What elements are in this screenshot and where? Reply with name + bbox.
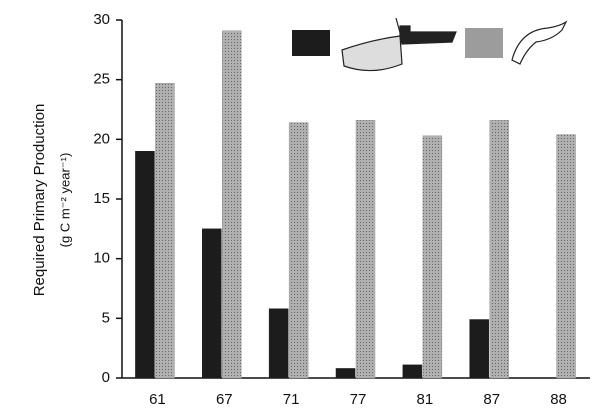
bar bbox=[557, 135, 576, 378]
x-tick-label: 88 bbox=[550, 391, 567, 408]
y-tick-label: 0 bbox=[102, 369, 110, 386]
legend-swatch bbox=[292, 30, 330, 56]
legend-icon-fishing bbox=[342, 18, 456, 71]
y-axis-unit: (g C m⁻² year⁻¹) bbox=[57, 153, 72, 248]
bar bbox=[490, 120, 509, 378]
bar bbox=[336, 368, 355, 378]
bar bbox=[135, 151, 154, 378]
bar bbox=[222, 31, 241, 378]
y-tick-label: 5 bbox=[102, 309, 110, 326]
x-tick-label: 77 bbox=[350, 391, 367, 408]
bar bbox=[269, 309, 288, 378]
y-tick-label: 30 bbox=[93, 11, 110, 28]
x-tick-label: 87 bbox=[483, 391, 500, 408]
legend-swatch bbox=[465, 28, 503, 58]
y-tick-label: 25 bbox=[93, 71, 110, 88]
y-tick-label: 10 bbox=[93, 250, 110, 267]
bar bbox=[470, 320, 489, 378]
y-tick-label: 20 bbox=[93, 130, 110, 147]
bar bbox=[403, 365, 422, 378]
bar bbox=[289, 123, 308, 378]
legend bbox=[292, 18, 566, 71]
x-tick-label: 71 bbox=[283, 391, 300, 408]
chart: Required Primary Production (g C m⁻² yea… bbox=[0, 0, 592, 412]
y-tick-label: 15 bbox=[93, 190, 110, 207]
x-tick-label: 61 bbox=[149, 391, 166, 408]
legend-icon-dolphin bbox=[512, 22, 566, 64]
bar bbox=[356, 120, 375, 378]
y-axis-title: Required Primary Production bbox=[31, 104, 48, 297]
x-tick-label: 67 bbox=[216, 391, 233, 408]
x-tick-label: 81 bbox=[417, 391, 434, 408]
bar bbox=[202, 229, 221, 378]
bar bbox=[423, 136, 442, 378]
bar bbox=[155, 83, 174, 378]
